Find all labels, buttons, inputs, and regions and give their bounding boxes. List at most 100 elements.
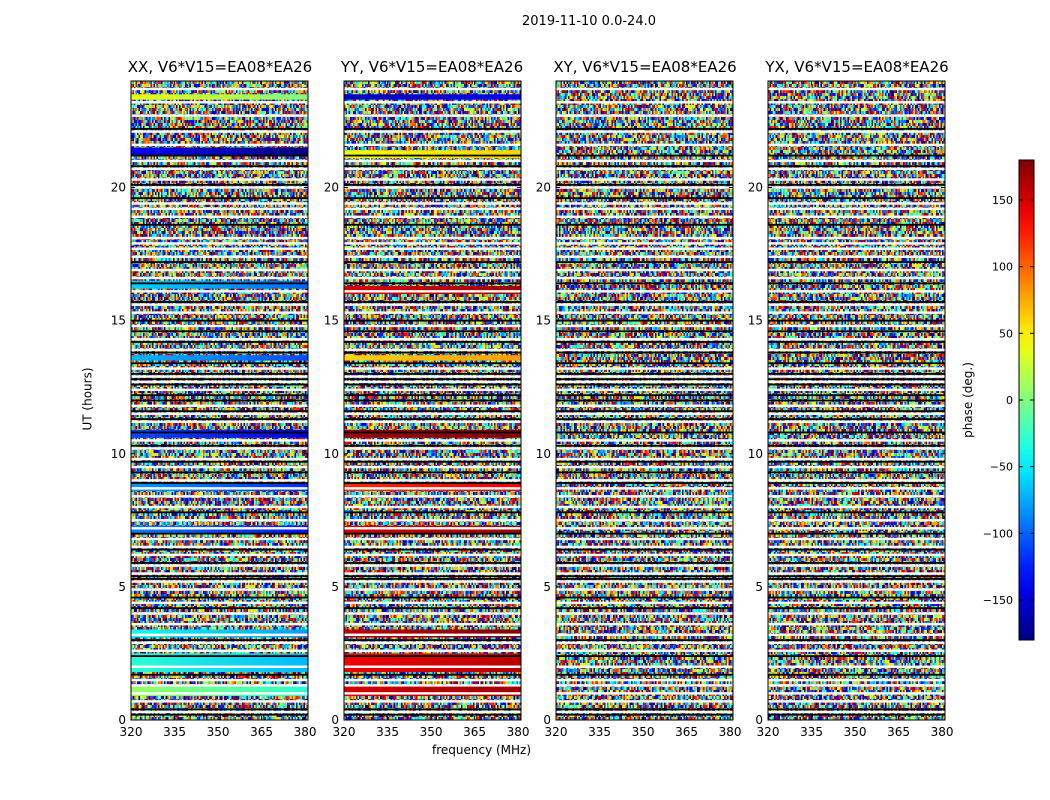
flagged-row-white — [556, 242, 733, 245]
flagged-row-black — [131, 128, 308, 130]
coherent-band — [344, 629, 521, 638]
flagged-row-black — [344, 261, 521, 263]
flagged-row-white — [556, 130, 733, 133]
flagged-row-black — [556, 655, 733, 657]
flagged-row-white — [131, 588, 308, 591]
flagged-row-black — [768, 607, 945, 610]
x-axis-label: frequency (MHz) — [432, 743, 532, 757]
flagged-row-white — [556, 588, 733, 591]
flagged-row-black — [344, 399, 521, 402]
flagged-row-white — [344, 700, 521, 703]
x-tick-label: 320 — [120, 725, 143, 739]
x-tick-label: 380 — [507, 725, 530, 739]
flagged-row-black — [131, 639, 308, 642]
x-tick-label: 350 — [844, 725, 867, 739]
colorbar-tick-label: −150 — [983, 594, 1013, 607]
panel-frame — [343, 80, 522, 721]
flagged-row-black — [768, 341, 945, 343]
flagged-row-white — [344, 247, 521, 250]
flagged-row-white — [131, 505, 308, 509]
flagged-row-black — [344, 639, 521, 642]
flagged-row-black — [768, 713, 945, 716]
flagged-row-black — [556, 713, 733, 716]
flagged-row-black — [768, 394, 945, 397]
y-tick-label: 5 — [755, 580, 763, 594]
flagged-row-white — [556, 143, 733, 147]
flagged-row-white — [344, 268, 521, 272]
flagged-row-white — [344, 612, 521, 615]
flagged-row-black — [768, 165, 945, 168]
flagged-row-white — [768, 311, 945, 314]
flagged-row-black — [556, 548, 733, 551]
flagged-row-white — [131, 612, 308, 615]
flagged-row-white — [131, 622, 308, 626]
flagged-row-white — [131, 87, 308, 91]
flagged-row-black — [131, 383, 308, 386]
flagged-row-white — [131, 380, 308, 384]
flagged-row-white — [768, 87, 945, 91]
flagged-row-white — [768, 412, 945, 416]
flagged-row-white — [131, 527, 308, 530]
flagged-row-black — [768, 154, 945, 157]
y-tick-label: 0 — [331, 713, 339, 727]
x-tick-label: 365 — [887, 725, 910, 739]
flagged-row-white — [131, 692, 308, 695]
flagged-row-white — [344, 465, 521, 469]
flagged-row-white — [556, 375, 733, 378]
x-tick-label: 320 — [757, 725, 780, 739]
flagged-row-white — [344, 439, 521, 442]
flagged-row-black — [768, 319, 945, 322]
flagged-row-white — [768, 404, 945, 408]
x-tick-label: 320 — [333, 725, 356, 739]
flagged-row-white — [556, 457, 733, 461]
flagged-row-black — [556, 301, 733, 303]
flagged-row-white — [556, 564, 733, 567]
flagged-row-black — [344, 378, 521, 381]
flagged-row-white — [556, 114, 733, 117]
y-tick-label: 15 — [324, 314, 339, 328]
flagged-row-black — [344, 596, 521, 599]
coherent-band — [344, 150, 521, 159]
flagged-row-black — [131, 511, 308, 514]
flagged-row-white — [344, 572, 521, 575]
flagged-row-black — [768, 532, 945, 535]
flagged-row-white — [131, 101, 308, 104]
flagged-row-black — [768, 351, 945, 354]
flagged-row-black — [344, 165, 521, 168]
flagged-row-white — [768, 247, 945, 250]
flagged-row-white — [768, 545, 945, 549]
flagged-row-white — [556, 665, 733, 668]
flagged-row-black — [556, 410, 733, 413]
flagged-row-white — [131, 247, 308, 250]
flagged-row-black — [556, 165, 733, 168]
panel-title-xx: XX, V6*V15=EA08*EA26 — [127, 58, 313, 76]
flagged-row-black — [768, 261, 945, 263]
flagged-row-white — [768, 487, 945, 490]
flagged-row-black — [344, 607, 521, 610]
flagged-row-white — [556, 380, 733, 384]
flagged-row-white — [131, 633, 308, 636]
flagged-row-white — [768, 186, 945, 189]
flagged-row-white — [556, 236, 733, 240]
flagged-row-white — [768, 143, 945, 147]
flagged-row-white — [556, 612, 733, 615]
flagged-row-black — [556, 418, 733, 421]
flagged-row-black — [344, 431, 521, 434]
flagged-row-white — [556, 255, 733, 258]
flagged-row-white — [131, 439, 308, 442]
y-tick-label: 15 — [748, 314, 763, 328]
flagged-row-white — [556, 276, 733, 280]
colorbar-label: phase (deg.) — [960, 362, 975, 438]
flagged-row-black — [344, 282, 521, 285]
flagged-row-white — [768, 633, 945, 636]
flagged-row-white — [131, 564, 308, 567]
flagged-row-white — [344, 564, 521, 567]
flagged-row-white — [556, 545, 733, 549]
flagged-row-white — [768, 447, 945, 450]
coherent-band — [344, 429, 521, 438]
flagged-row-black — [131, 410, 308, 413]
flagged-row-black — [131, 655, 308, 657]
flagged-row-white — [344, 338, 521, 341]
x-tick-label: 365 — [250, 725, 273, 739]
